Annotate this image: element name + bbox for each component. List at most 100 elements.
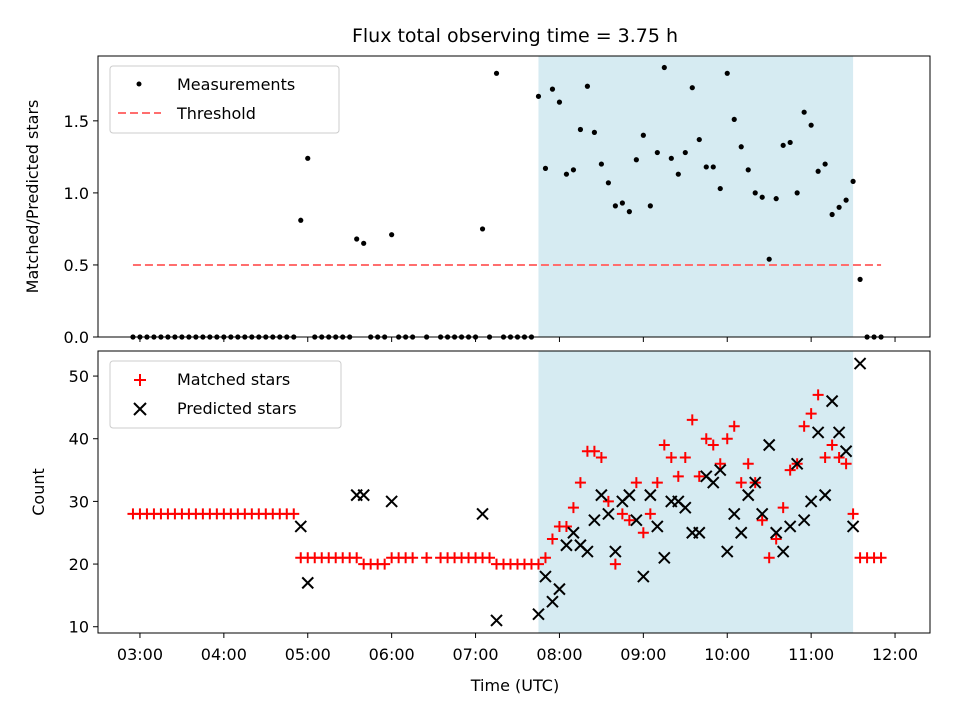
predicted-star-point xyxy=(567,526,580,539)
predicted-star-point xyxy=(546,595,559,608)
matched-star-point xyxy=(707,439,719,451)
measurement-point xyxy=(724,70,730,76)
matched-star-point xyxy=(714,458,726,470)
predicted-star-point xyxy=(644,488,657,502)
y-tick-label: 40 xyxy=(69,430,89,449)
predicted-star-point xyxy=(357,488,370,502)
predicted-star-points xyxy=(294,357,867,627)
measurement-point xyxy=(829,211,835,218)
predicted-star-point xyxy=(735,526,748,539)
matched-star-point xyxy=(770,533,782,545)
bottom-panel-frame xyxy=(97,350,931,634)
bottom-x-axis: 03:00 04:00 05:00 06:00 07:00 08:00 09:00 10:00… xyxy=(117,633,918,664)
predicted-star-point xyxy=(783,520,797,533)
predicted-star-point xyxy=(811,426,825,439)
predicted-star-point xyxy=(553,582,566,596)
bottom-panel: 10 20 30 40 50 03:00 04:00 05:00 06:00 07:00 08:0… xyxy=(29,350,931,695)
measurement-point xyxy=(633,157,639,163)
top-y-axis: 0.0 0.5 1.0 1.5 xyxy=(64,112,98,347)
matched-star-point xyxy=(546,533,558,545)
matched-star-point xyxy=(763,552,775,564)
matched-star-point xyxy=(728,420,740,432)
predicted-star-point xyxy=(742,488,755,502)
matched-star-point xyxy=(484,552,496,564)
x-tick-label: 07:00 xyxy=(452,645,498,664)
matched-star-point xyxy=(819,452,831,464)
matched-star-point xyxy=(826,439,838,451)
predicted-star-point xyxy=(490,614,503,627)
top-legend: Measurements Threshold xyxy=(109,65,340,134)
legend-label-measurements: Measurements xyxy=(177,75,295,94)
measurement-point xyxy=(836,204,842,210)
measurement-point xyxy=(808,122,814,128)
measurement-point xyxy=(556,99,563,105)
bottom-legend-box xyxy=(109,360,342,429)
measurement-point xyxy=(549,86,556,92)
matched-star-point xyxy=(812,389,824,401)
matched-star-point xyxy=(693,470,705,482)
measurement-point xyxy=(703,164,709,170)
matched-star-point xyxy=(421,552,433,564)
measurement-point xyxy=(626,209,632,215)
matched-star-point xyxy=(288,508,300,520)
measurement-point xyxy=(612,203,618,209)
measurement-point xyxy=(766,256,772,262)
matched-star-point xyxy=(595,452,607,464)
measurement-point xyxy=(843,197,849,203)
predicted-star-point xyxy=(623,488,636,502)
y-tick-label: 1.5 xyxy=(64,112,89,131)
predicted-star-point xyxy=(476,507,489,521)
matched-star-point xyxy=(665,452,677,464)
legend-label-threshold: Threshold xyxy=(176,104,256,123)
measurement-points xyxy=(130,64,884,340)
measurement-point xyxy=(801,109,807,115)
predicted-star-point xyxy=(707,476,720,489)
x-tick-label: 10:00 xyxy=(704,645,750,664)
predicted-star-point xyxy=(602,507,615,521)
predicted-star-point xyxy=(755,507,769,521)
measurement-point xyxy=(354,236,360,242)
measurement-point xyxy=(857,276,863,282)
matched-star-point xyxy=(777,502,789,514)
predicted-star-point xyxy=(581,545,594,558)
predicted-star-point xyxy=(853,357,867,370)
measurement-point xyxy=(794,190,800,196)
top-legend-box xyxy=(109,65,340,134)
matched-star-point xyxy=(379,558,391,570)
predicted-star-point xyxy=(651,520,664,533)
measurement-point xyxy=(682,149,688,156)
matched-star-point xyxy=(644,508,656,520)
measurement-point xyxy=(305,155,311,161)
x-tick-label: 03:00 xyxy=(117,645,163,664)
predicted-star-point xyxy=(749,476,762,489)
legend-marker-measurements xyxy=(136,81,142,87)
y-tick-label: 1.0 xyxy=(64,184,89,203)
predicted-star-point xyxy=(385,495,398,508)
measurement-point xyxy=(710,164,716,170)
matched-star-point xyxy=(679,452,691,464)
matched-star-point xyxy=(651,477,663,489)
measurement-point xyxy=(731,116,737,123)
matched-star-point xyxy=(630,477,642,489)
measurement-point xyxy=(493,70,500,76)
matched-star-point xyxy=(798,420,810,432)
matched-star-point xyxy=(407,552,419,564)
predicted-star-point xyxy=(658,551,671,565)
legend-label-matched: Matched stars xyxy=(177,370,290,389)
predicted-star-point xyxy=(846,520,860,533)
measurement-point xyxy=(563,171,570,177)
measurement-point xyxy=(361,240,367,246)
matched-star-point xyxy=(658,439,670,451)
measurement-point xyxy=(675,171,681,177)
measurement-point xyxy=(738,144,744,150)
observing-window-shade-bottom xyxy=(538,351,854,633)
measurement-point xyxy=(598,161,604,167)
measurement-point xyxy=(752,190,758,196)
measurement-point xyxy=(542,165,549,171)
matched-star-point xyxy=(784,464,796,476)
measurement-point xyxy=(605,180,611,186)
measurement-point xyxy=(577,126,584,133)
predicted-star-point xyxy=(637,570,650,583)
top-y-axis-label: Matched/Predicted stars xyxy=(23,100,42,294)
